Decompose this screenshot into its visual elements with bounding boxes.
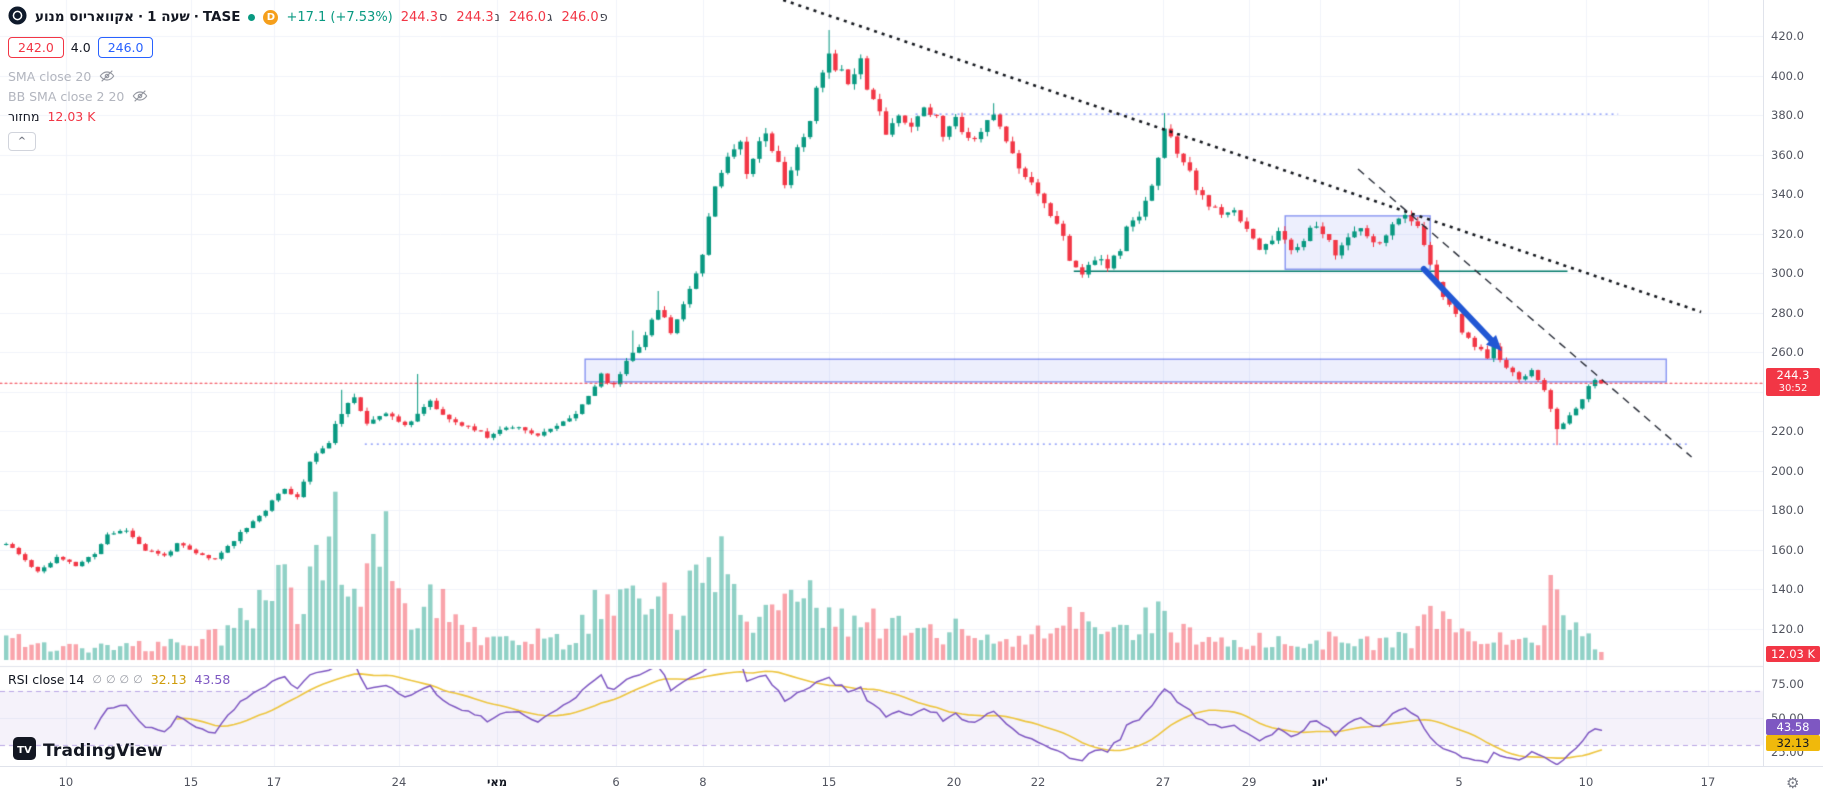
volume-label[interactable]: מחזור: [8, 109, 40, 124]
ohlc-pair: 246.0 ג: [509, 10, 553, 25]
rsi-axis-label: 75.00: [1771, 677, 1804, 691]
ohlc-letter: פ: [599, 9, 608, 25]
volume-value: 12.03 K: [47, 109, 96, 124]
price-axis-label: 140.0: [1771, 582, 1804, 597]
last-price-tag: 244.3 30:52: [1766, 368, 1820, 397]
bid-button[interactable]: 242.0: [8, 37, 64, 58]
symbol-logo-icon: [8, 5, 27, 29]
time-axis-label: 8: [699, 775, 707, 789]
time-axis-label: יונ': [1312, 775, 1329, 789]
time-axis-label: 6: [612, 775, 620, 789]
ohlc-pair: 244.3 ס: [401, 10, 448, 25]
indicator-action-icon[interactable]: ∅: [92, 673, 102, 686]
time-axis-label: 29: [1241, 775, 1257, 789]
price-axis-label: 280.0: [1771, 305, 1804, 320]
time-axis-label: 20: [946, 775, 962, 789]
tradingview-logo-icon: TV: [13, 737, 36, 764]
rsi-indicator-label[interactable]: RSI close 14: [8, 672, 85, 687]
symbol-title-part: שעה 1: [147, 9, 190, 25]
spread-value: 4.0: [70, 40, 91, 55]
ohlc-pair: 244.3 נ: [456, 10, 499, 25]
ohlc-values: 244.3 ס 244.3 נ 246.0 ג 246.0 פ: [401, 10, 608, 25]
change-value: +17.1 (+7.53%): [286, 9, 393, 25]
volume-legend: מחזור 12.03 K: [8, 109, 608, 124]
time-axis-label: 10: [58, 775, 74, 789]
indicator-action-icon[interactable]: ∅: [133, 673, 143, 686]
last-price-value: 244.3: [1776, 368, 1810, 383]
tradingview-logo-text: TradingView: [43, 740, 163, 761]
time-axis-label: 17: [1700, 775, 1716, 789]
symbol-legend: אקוואריוס מנוע · שעה 1 · TASE D +17.1 (+7.53…: [8, 5, 608, 151]
time-axis-label: 15: [821, 775, 837, 789]
price-axis-label: 420.0: [1771, 29, 1804, 43]
volume-tag: 12.03 K: [1766, 646, 1820, 662]
price-axis-label: 200.0: [1771, 463, 1804, 478]
symbol-title-part: ·: [193, 9, 199, 25]
tradingview-logo[interactable]: TV TradingView: [13, 737, 163, 764]
indicator-label-bb[interactable]: BB SMA close 2 20: [8, 88, 125, 104]
indicator-action-icon[interactable]: ∅: [105, 673, 116, 686]
ohlc-pair: 246.0 פ: [561, 10, 607, 25]
eye-off-icon[interactable]: [99, 68, 115, 84]
indicator-action-icons[interactable]: ∅ ∅ ∅ ∅: [92, 673, 142, 686]
collapse-legend-button[interactable]: ^: [8, 132, 36, 151]
price-axis[interactable]: 244.3 30:52 12.03 K 43.58 32.13 420.0 400…: [1763, 0, 1823, 766]
price-axis-label: 260.0: [1771, 345, 1804, 360]
symbol-title-part: TASE: [202, 9, 241, 25]
price-axis-label: 320.0: [1771, 226, 1804, 241]
price-axis-label: 180.0: [1771, 503, 1804, 518]
rsi-ma-value: 32.13: [150, 672, 187, 687]
price-axis-label: 160.0: [1771, 542, 1804, 557]
ohlc-value: 246.0: [508, 9, 547, 25]
ohlc-value: 246.0: [561, 9, 599, 25]
indicator-row-sma: SMA close 20: [8, 68, 608, 84]
time-axis-label: 24: [391, 775, 407, 789]
price-axis-label: 360.0: [1771, 147, 1804, 162]
time-axis[interactable]: ⚙ 10 15 17 24 מאי 6 8 15 20 22 27 29 יונ' 5 10 17: [0, 766, 1823, 800]
time-axis-label: 15: [183, 775, 199, 789]
rsi-ma-tag: 32.13: [1766, 735, 1820, 752]
time-axis-label: 27: [1155, 775, 1171, 789]
realtime-status-dot-icon: [248, 13, 256, 21]
indicator-label-sma[interactable]: SMA close 20: [8, 68, 92, 84]
rsi-tag: 43.58: [1766, 718, 1820, 735]
ask-button[interactable]: 246.0: [97, 37, 154, 58]
bar-countdown: 30:52: [1778, 383, 1808, 395]
indicator-action-icon[interactable]: ∅: [119, 673, 130, 686]
delayed-data-badge[interactable]: D: [263, 9, 279, 25]
ohlc-letter: נ: [494, 9, 500, 25]
indicator-row-bb: BB SMA close 2 20: [8, 88, 608, 104]
svg-text:TV: TV: [17, 745, 32, 756]
price-axis-label: 120.0: [1771, 622, 1804, 636]
eye-off-icon[interactable]: [132, 88, 148, 104]
price-axis-label: 380.0: [1771, 108, 1804, 123]
time-axis-label: 10: [1578, 775, 1594, 789]
ohlc-letter: ס: [438, 9, 448, 25]
chart-canvas[interactable]: [0, 0, 1763, 766]
time-axis-label: 5: [1455, 775, 1463, 789]
symbol-title[interactable]: אקוואריוס מנוע · שעה 1 · TASE: [35, 9, 240, 25]
symbol-title-part[interactable]: אקוואריוס מנוע: [35, 9, 134, 25]
price-axis-label: 220.0: [1771, 424, 1804, 439]
settings-gear-icon[interactable]: ⚙: [1786, 774, 1800, 792]
rsi-value: 43.58: [194, 672, 231, 687]
ohlc-letter: ג: [547, 9, 553, 25]
rsi-legend: RSI close 14 ∅ ∅ ∅ ∅ 32.13 43.58: [8, 672, 230, 687]
price-axis-label: 340.0: [1771, 187, 1804, 202]
price-axis-label: 300.0: [1771, 266, 1804, 281]
time-axis-label: 22: [1030, 775, 1046, 789]
price-axis-label: 400.0: [1771, 68, 1804, 83]
ohlc-value: 244.3: [456, 9, 494, 25]
ohlc-value: 244.3: [400, 9, 438, 25]
time-axis-label: מאי: [486, 775, 508, 789]
symbol-title-part: ·: [138, 9, 144, 25]
time-axis-label: 17: [266, 775, 282, 789]
